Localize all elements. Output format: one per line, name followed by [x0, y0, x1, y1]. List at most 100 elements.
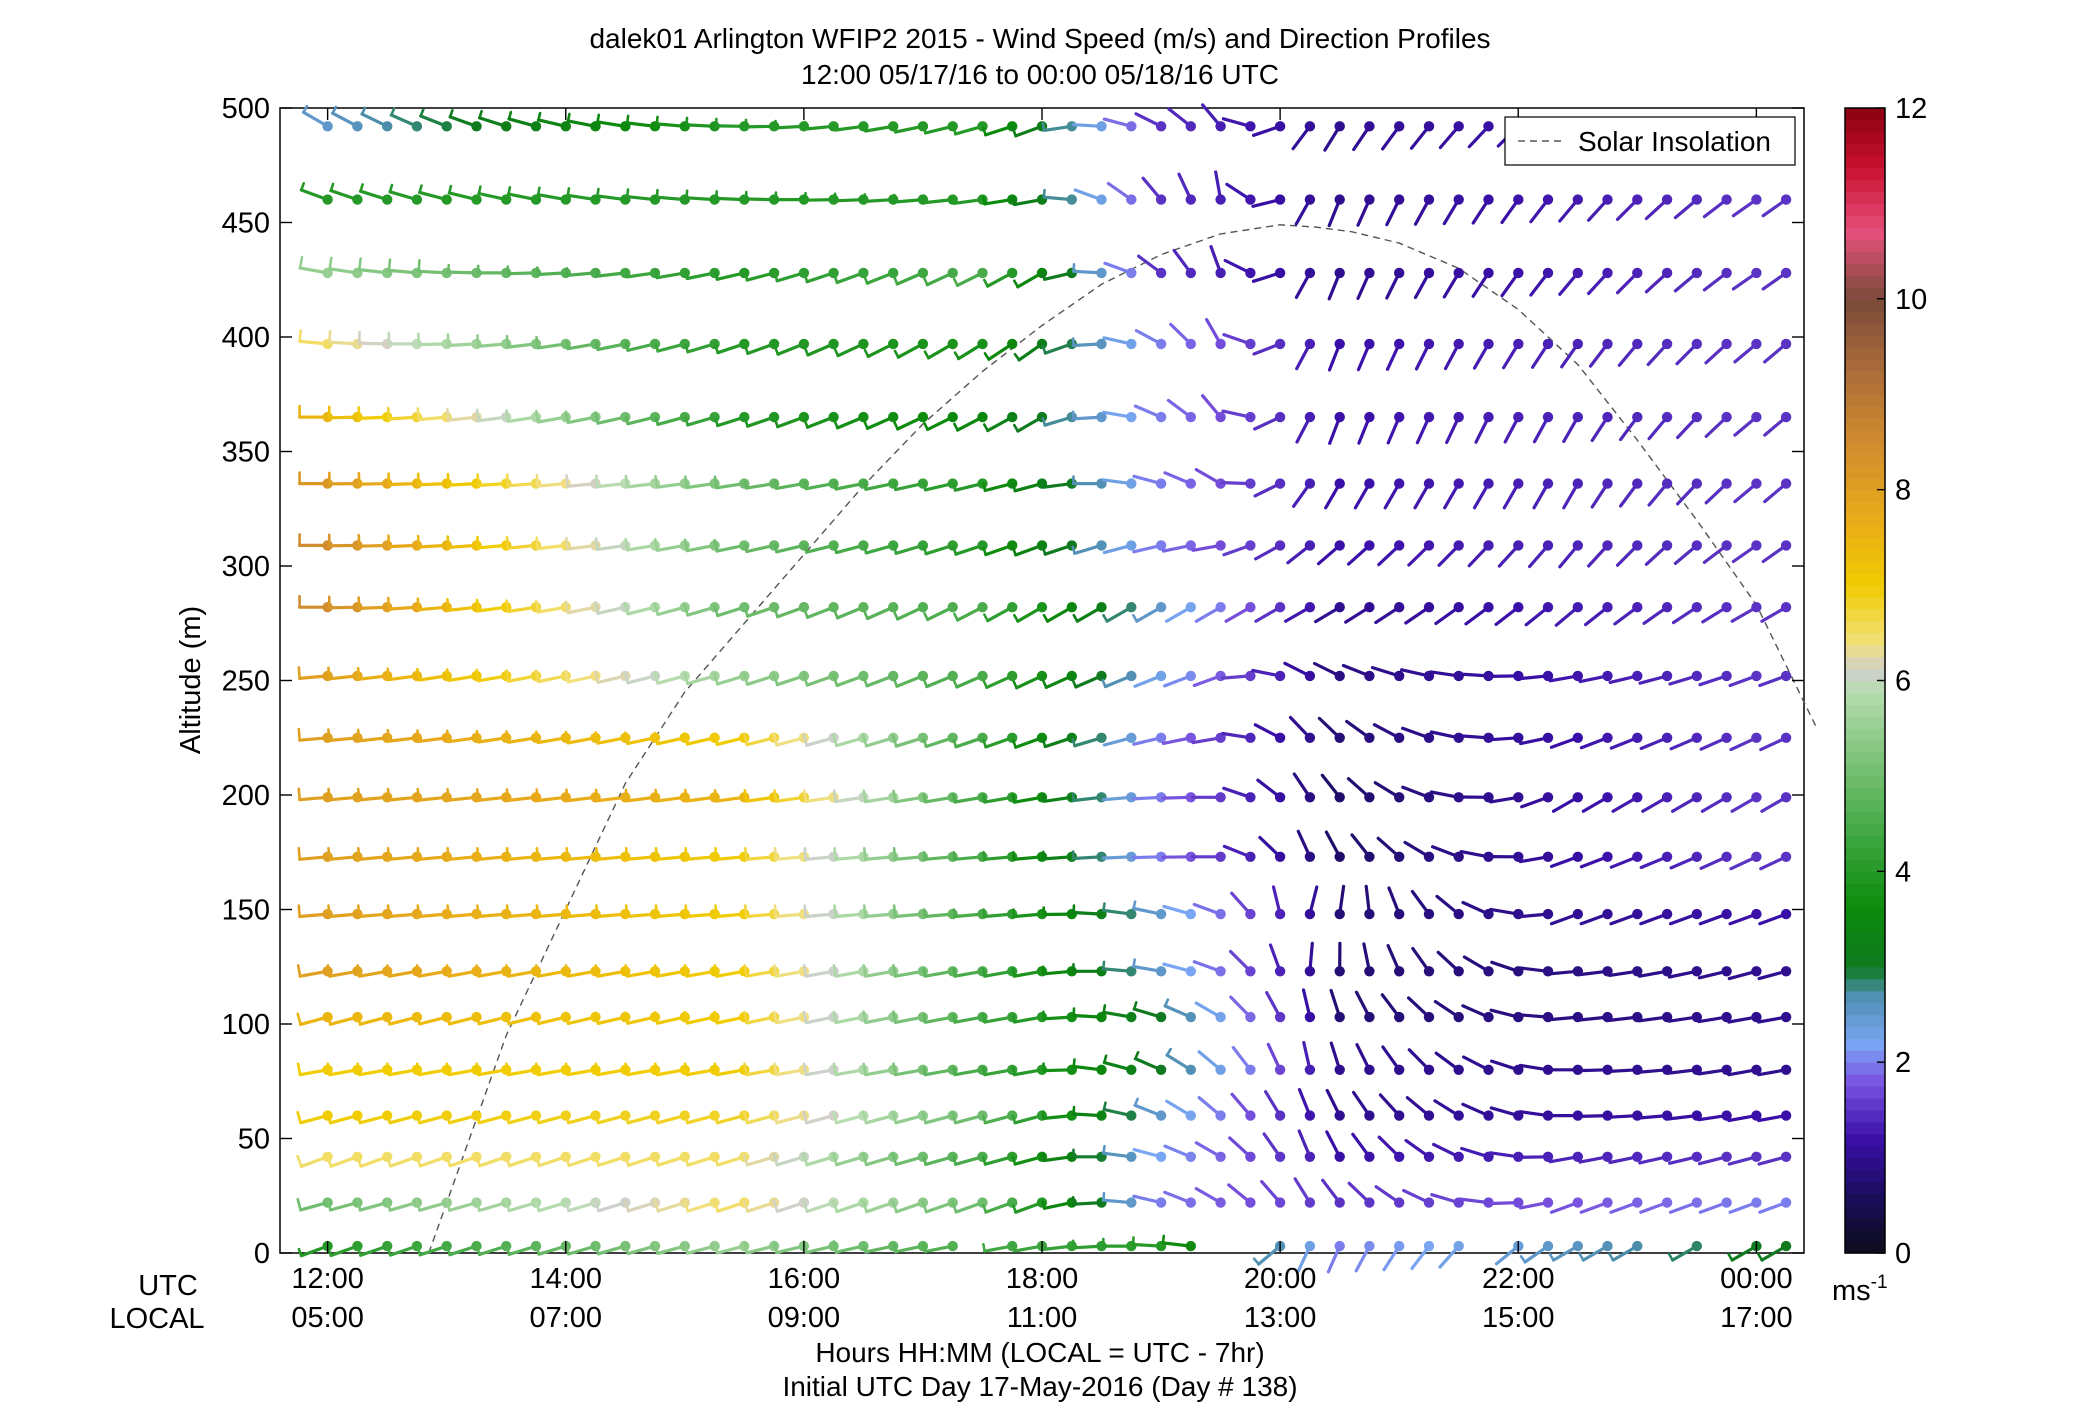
wind-barb-feather	[861, 734, 868, 748]
wind-barb-feather	[863, 122, 867, 133]
wind-barb-station-dot	[1304, 792, 1316, 803]
wind-barb-feather	[923, 350, 930, 360]
colorbar-band	[1845, 286, 1885, 300]
wind-barb-feather	[355, 1110, 362, 1125]
wind-barb	[1727, 966, 1762, 981]
wind-barb	[1671, 602, 1703, 625]
wind-barb	[1500, 194, 1524, 224]
wind-barb-feather	[892, 904, 897, 918]
wind-barb-station-dot	[888, 411, 899, 423]
wind-barb-feather	[683, 603, 690, 617]
wind-barb-station-dot	[530, 194, 542, 205]
wind-barb	[536, 111, 571, 132]
wind-barb-feather	[713, 475, 719, 490]
colorbar-band	[1845, 1181, 1885, 1194]
wind-barb	[1251, 267, 1286, 283]
colorbar-band	[1845, 263, 1885, 276]
wind-barb-station-dot	[1126, 1110, 1137, 1121]
wind-barb-station-dot	[1334, 1197, 1345, 1208]
wind-barb-feather	[326, 1110, 332, 1125]
wind-barb-feather	[387, 258, 392, 272]
wind-barb	[1618, 478, 1643, 508]
wind-barb	[712, 602, 750, 618]
wind-barb-feather	[654, 474, 659, 489]
wind-barb-feather	[534, 964, 540, 978]
wind-barb	[1102, 1004, 1137, 1023]
colorbar-band	[1845, 811, 1885, 825]
wind-barb	[1562, 478, 1584, 510]
wind-barb-station-dot	[1661, 602, 1673, 613]
wind-barb-station-dot	[1096, 732, 1107, 743]
wind-barb	[982, 602, 1018, 623]
wind-barb-feather	[1041, 546, 1047, 556]
wind-barb	[1326, 1240, 1345, 1274]
wind-barb-station-dot	[1155, 732, 1167, 743]
wind-barb-station-dot	[1453, 338, 1464, 350]
wind-barb	[1411, 946, 1435, 977]
wind-barb	[1549, 851, 1584, 869]
wind-barb-station-dot	[411, 121, 423, 132]
wind-barb-feather	[475, 668, 480, 683]
wind-barb-feather	[1011, 793, 1016, 804]
wind-barb-station-dot	[1602, 670, 1613, 682]
wind-barb-feather	[683, 1199, 690, 1213]
wind-barb-station-dot	[1304, 121, 1316, 132]
wind-barb-station-dot	[1304, 1064, 1316, 1076]
wind-barb	[1222, 786, 1256, 803]
wind-barb	[1615, 540, 1643, 567]
wind-barb-feather	[832, 1240, 838, 1254]
wind-barb-station-dot	[1394, 478, 1405, 489]
wind-barb-station-dot	[1185, 908, 1197, 920]
wind-barb-feather	[564, 1062, 570, 1076]
wind-barb	[1488, 792, 1524, 804]
wind-barb-feather	[982, 739, 988, 749]
wind-barb-feather	[862, 481, 868, 491]
wind-barb	[301, 105, 333, 132]
wind-barb-feather	[356, 1062, 361, 1076]
wind-barb	[1731, 267, 1762, 291]
wind-barb-feather	[566, 112, 571, 123]
colorbar-band	[1845, 883, 1885, 896]
wind-barb	[1071, 540, 1107, 556]
wind-barb-feather	[564, 600, 570, 615]
wind-barb-station-dot	[1394, 670, 1405, 682]
wind-barb-feather	[505, 1062, 510, 1076]
wind-barb	[1579, 1197, 1613, 1214]
wind-barb-station-dot	[1394, 411, 1405, 423]
wind-barb-station-dot	[1751, 966, 1762, 977]
wind-barb	[1102, 540, 1137, 555]
wind-barb-feather	[296, 1012, 302, 1026]
wind-barb-feather	[773, 789, 778, 803]
wind-barb	[1313, 602, 1345, 624]
wind-barb-station-dot	[709, 338, 720, 350]
wind-barb	[1413, 267, 1435, 300]
wind-barb-feather	[892, 481, 897, 491]
wind-barb-station-dot	[1155, 194, 1167, 205]
wind-barb	[1357, 411, 1375, 445]
wind-barb-station-dot	[768, 267, 780, 279]
wind-barb-feather	[922, 1066, 927, 1076]
wind-barb-feather	[565, 266, 569, 277]
wind-barb-feather	[653, 602, 660, 616]
wind-barb	[1435, 894, 1464, 920]
wind-barb	[446, 1240, 482, 1257]
wind-barb-feather	[891, 734, 898, 748]
wind-barb	[1668, 1197, 1703, 1214]
wind-barb-station-dot	[1334, 121, 1345, 132]
wind-barb-feather	[893, 421, 899, 431]
wind-barb	[1761, 194, 1792, 218]
wind-barb-station-dot	[1453, 267, 1464, 279]
wind-barb-feather	[327, 846, 331, 861]
wind-barb-feather	[355, 1012, 362, 1026]
wind-barb	[1488, 732, 1524, 743]
wind-barb-feather	[684, 270, 689, 280]
wind-barb-station-dot	[1513, 411, 1524, 423]
wind-barb-feather	[624, 904, 629, 918]
wind-barb-feather	[1011, 1013, 1016, 1024]
wind-barb-station-dot	[1721, 267, 1732, 279]
wind-barb	[1071, 337, 1107, 350]
wind-barb-feather	[982, 546, 988, 556]
wind-barb-feather	[713, 788, 718, 803]
wind-barb	[1431, 1142, 1464, 1163]
